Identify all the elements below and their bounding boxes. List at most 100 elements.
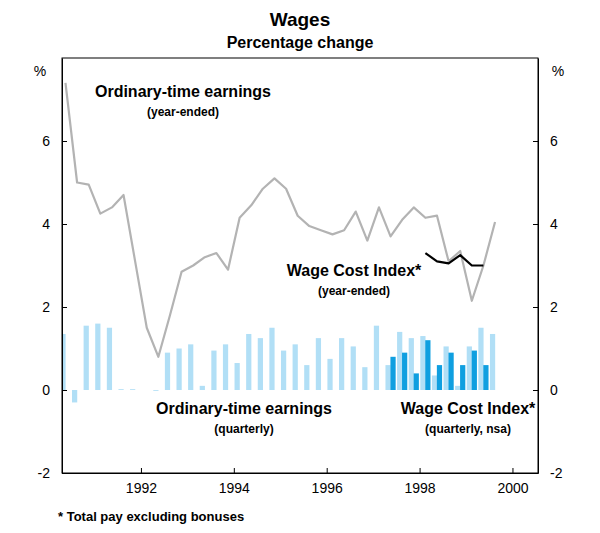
tick: 0: [42, 382, 67, 398]
bar: [437, 365, 442, 390]
tick-label: 2: [42, 299, 50, 315]
tick: 1996: [312, 468, 343, 496]
tick: 6: [533, 133, 558, 149]
tick-label: 1994: [219, 480, 250, 496]
bar: [246, 334, 251, 390]
tick-mark: [62, 307, 67, 308]
bar: [362, 367, 367, 390]
tick-mark: [533, 141, 538, 142]
axis-line: [538, 59, 539, 474]
series-note: (quarterly): [214, 422, 273, 436]
bar: [304, 365, 309, 390]
bar: [385, 365, 390, 390]
bar: [165, 353, 170, 390]
bar: [188, 344, 193, 390]
tick-mark: [420, 468, 421, 473]
bar: [235, 363, 240, 390]
tick-label: 2000: [497, 480, 528, 496]
tick: 2000: [497, 468, 528, 496]
tick-label: 6: [550, 133, 558, 149]
bar: [472, 351, 477, 390]
tick: 1994: [219, 468, 250, 496]
bar: [107, 328, 112, 390]
marks: [62, 83, 495, 403]
tick-label: 0: [42, 382, 50, 398]
bar: [211, 351, 216, 390]
bar: [72, 390, 77, 402]
bar: [455, 386, 460, 390]
bar: [176, 349, 181, 391]
tick: 2: [533, 299, 558, 315]
line: [425, 253, 483, 265]
bar: [432, 375, 437, 390]
series-note: (year-ended): [318, 284, 390, 298]
line: [65, 83, 495, 357]
bar: [258, 338, 263, 390]
bar: [293, 344, 298, 390]
bar: [327, 359, 332, 390]
y-axis: -2 0 2 4 6: [38, 59, 67, 481]
x-axis: 1992 1994 1996 1998 2000: [63, 468, 539, 496]
series-label: Wage Cost Index*: [287, 262, 422, 279]
bar: [460, 365, 465, 390]
tick-label: 0: [550, 382, 558, 398]
bar-series: [62, 324, 495, 403]
tick-mark: [533, 224, 538, 225]
tick-mark: [141, 468, 142, 473]
tick-label: 4: [42, 216, 50, 232]
tick-label: 6: [42, 133, 50, 149]
tick: 1998: [405, 468, 436, 496]
footnote: * Total pay excluding bonuses: [58, 509, 244, 524]
tick-label: -2: [38, 465, 51, 481]
tick-mark: [533, 390, 538, 391]
tick: 4: [42, 216, 67, 232]
y-axis-right: -2 0 2 4 6: [533, 59, 563, 481]
bar: [142, 390, 147, 391]
tick: 0: [533, 382, 558, 398]
tick: 2: [42, 299, 67, 315]
bar: [351, 346, 356, 390]
tick-mark: [62, 224, 67, 225]
bar: [448, 353, 453, 390]
tick: 1992: [126, 468, 157, 496]
tick: -2: [533, 465, 563, 481]
bar: [281, 351, 286, 390]
bar: [467, 346, 472, 390]
series-note: (year-ended): [147, 105, 219, 119]
tick-label: 1996: [312, 480, 343, 496]
bar: [397, 332, 402, 390]
axis-line: [62, 59, 63, 474]
bar: [390, 357, 395, 390]
bar: [153, 390, 158, 392]
bar: [130, 389, 135, 391]
series-label: Ordinary-time earnings: [156, 400, 332, 417]
tick-mark: [512, 468, 513, 473]
tick: 6: [42, 133, 67, 149]
bar: [425, 340, 430, 390]
bar: [95, 324, 100, 390]
bar-series: [390, 340, 488, 390]
bar: [316, 338, 321, 390]
tick-label: 2: [550, 299, 558, 315]
bar: [490, 334, 495, 390]
tick-mark: [62, 390, 67, 391]
bar: [223, 344, 228, 390]
tick-label: 1992: [126, 480, 157, 496]
tick-mark: [533, 307, 538, 308]
bar: [483, 365, 488, 390]
y-unit: %: [34, 63, 46, 79]
subtitle: Percentage change: [227, 34, 374, 51]
tick: 4: [533, 216, 558, 232]
bar: [444, 346, 449, 390]
tick-label: 1998: [405, 480, 436, 496]
series-note: (quarterly, nsa): [425, 422, 511, 436]
bar: [420, 336, 425, 390]
chart: WagesPercentage change%%-20246-202461992…: [0, 0, 600, 533]
series-label: Ordinary-time earnings: [95, 83, 271, 100]
bar: [200, 386, 205, 390]
bar: [409, 338, 414, 390]
tick-mark: [327, 468, 328, 473]
axis-line: [63, 473, 539, 474]
bar: [478, 328, 483, 390]
y-unit-right: %: [552, 63, 564, 79]
